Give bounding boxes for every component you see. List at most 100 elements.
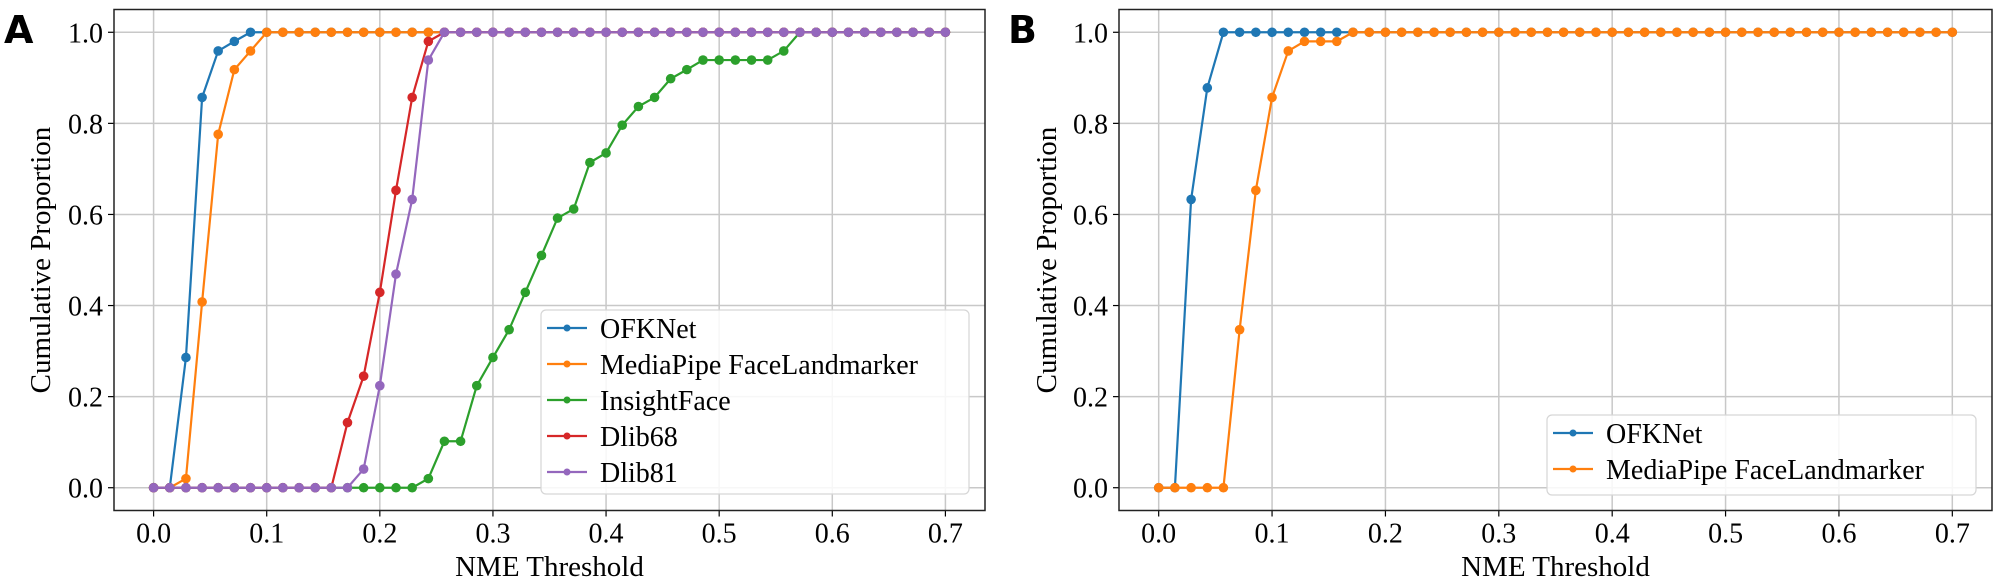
data-point bbox=[892, 27, 902, 38]
data-point bbox=[520, 287, 531, 298]
data-point bbox=[1251, 185, 1261, 196]
legend-label: MediaPipe FaceLandmarker bbox=[600, 350, 919, 381]
legend-marker bbox=[563, 432, 571, 440]
data-point bbox=[1704, 27, 1715, 38]
x-tick-label: 0.2 bbox=[362, 519, 397, 550]
x-axis-label: NME Threshold bbox=[455, 551, 644, 583]
data-point bbox=[746, 27, 757, 38]
x-tick-label: 0.5 bbox=[1708, 519, 1743, 550]
data-point bbox=[698, 55, 708, 65]
data-point bbox=[342, 482, 353, 493]
data-point bbox=[568, 204, 579, 214]
data-point bbox=[649, 92, 660, 103]
data-point bbox=[1785, 27, 1796, 38]
y-tick-label: 0.4 bbox=[1073, 292, 1108, 323]
data-point bbox=[1477, 27, 1488, 38]
data-point bbox=[1801, 27, 1812, 38]
data-point bbox=[229, 36, 240, 47]
data-point bbox=[439, 436, 450, 447]
panel-b: 0.0 0.1 0.2 0.3 0.4 0.5 0.6 0.7 0.0 0.2 0.4 0.6 0.8 1… bbox=[1008, 8, 1993, 583]
legend-entry: Dlib68 bbox=[547, 422, 678, 453]
data-point bbox=[423, 27, 434, 38]
data-point bbox=[261, 27, 272, 38]
data-point bbox=[1656, 27, 1666, 38]
x-tick-label: 0.6 bbox=[1821, 519, 1856, 550]
data-point bbox=[585, 157, 595, 168]
data-point bbox=[1574, 27, 1585, 38]
data-point bbox=[1234, 324, 1245, 335]
data-point bbox=[520, 27, 531, 38]
data-point bbox=[811, 27, 821, 38]
x-axis-label: NME Threshold bbox=[1461, 551, 1650, 583]
data-point bbox=[310, 27, 321, 38]
data-point bbox=[471, 27, 482, 38]
data-point bbox=[746, 55, 757, 65]
data-point bbox=[504, 27, 514, 38]
data-point bbox=[1753, 27, 1763, 38]
series-mediapipe-facelandmarker bbox=[1153, 27, 1958, 493]
data-point bbox=[617, 120, 628, 130]
data-point bbox=[278, 482, 288, 493]
data-point bbox=[1348, 27, 1358, 38]
data-point bbox=[1315, 36, 1326, 47]
data-point bbox=[423, 55, 434, 65]
data-point bbox=[391, 482, 401, 493]
x-tick-label: 0.7 bbox=[1935, 519, 1970, 550]
data-point bbox=[407, 92, 417, 103]
data-point bbox=[326, 482, 337, 493]
data-point bbox=[601, 27, 611, 38]
data-point bbox=[1607, 27, 1617, 38]
data-point bbox=[1218, 27, 1229, 38]
data-point bbox=[261, 482, 272, 493]
y-tick-label: 1.0 bbox=[1073, 18, 1108, 49]
data-point bbox=[795, 27, 805, 38]
data-point bbox=[585, 27, 595, 38]
data-point bbox=[552, 213, 563, 223]
data-point bbox=[1153, 482, 1164, 493]
data-point bbox=[1558, 27, 1569, 38]
data-point bbox=[536, 250, 547, 261]
series-dlib81 bbox=[148, 27, 951, 493]
data-point bbox=[1850, 27, 1860, 38]
y-tick-label: 1.0 bbox=[68, 18, 103, 49]
data-point bbox=[1413, 27, 1423, 38]
legend-entry: InsightFace bbox=[547, 386, 731, 417]
data-point bbox=[1299, 27, 1310, 38]
x-tick-label: 0.1 bbox=[249, 519, 284, 550]
axes-frame bbox=[1118, 8, 1993, 512]
data-point bbox=[229, 482, 240, 493]
data-point bbox=[358, 464, 369, 474]
data-point bbox=[1898, 27, 1909, 38]
data-point bbox=[908, 27, 918, 38]
data-point bbox=[876, 27, 886, 38]
data-point bbox=[342, 27, 353, 38]
data-point bbox=[601, 148, 611, 158]
data-point bbox=[213, 129, 223, 140]
data-point bbox=[148, 482, 159, 493]
data-point bbox=[1688, 27, 1698, 38]
data-point bbox=[164, 482, 175, 493]
x-tick-label: 0.3 bbox=[1481, 519, 1516, 550]
data-point bbox=[197, 482, 207, 493]
data-point bbox=[1331, 27, 1342, 38]
legend-entry: Dlib81 bbox=[547, 458, 678, 489]
data-point bbox=[665, 27, 676, 38]
data-point bbox=[1234, 27, 1245, 38]
data-point bbox=[730, 55, 741, 65]
data-point bbox=[649, 27, 660, 38]
data-point bbox=[310, 482, 321, 493]
legend-entry: MediaPipe FaceLandmarker bbox=[1553, 455, 1925, 486]
legend-entry: MediaPipe FaceLandmarker bbox=[547, 350, 919, 381]
data-point bbox=[455, 27, 466, 38]
y-tick-label: 0.4 bbox=[68, 292, 103, 323]
data-point bbox=[1672, 27, 1682, 38]
legend-box bbox=[540, 309, 970, 495]
data-point bbox=[1542, 27, 1553, 38]
data-point bbox=[375, 287, 385, 298]
data-point bbox=[407, 482, 417, 493]
y-tick-label: 0.8 bbox=[68, 109, 103, 140]
legend-marker bbox=[563, 396, 571, 404]
data-point bbox=[1915, 27, 1925, 38]
x-tick-label: 0.1 bbox=[1255, 519, 1290, 550]
data-point bbox=[1267, 27, 1277, 38]
